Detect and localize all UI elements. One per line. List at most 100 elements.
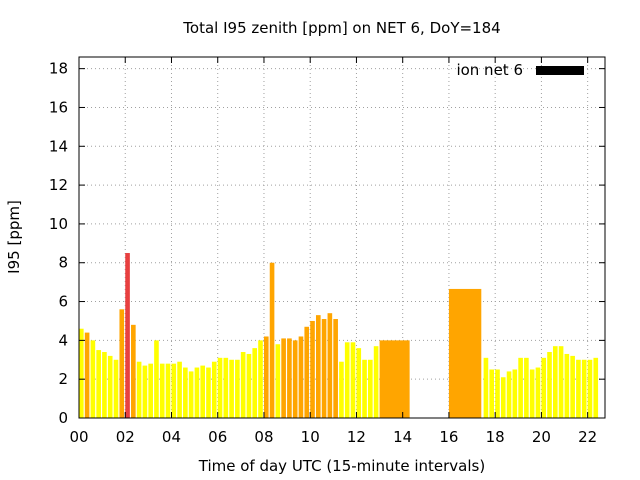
bar-4 bbox=[102, 352, 107, 418]
bar-36 bbox=[287, 338, 292, 418]
bar-30 bbox=[252, 348, 258, 418]
y-tick-label-1: 2 bbox=[58, 370, 68, 388]
bar-49 bbox=[362, 359, 367, 418]
bar-1 bbox=[84, 332, 90, 418]
plot-frame bbox=[78, 56, 606, 419]
bar-53 bbox=[448, 288, 482, 418]
bar-22 bbox=[206, 367, 211, 418]
y-tick-label-8: 16 bbox=[49, 98, 68, 116]
legend-label: ion net 6 bbox=[456, 61, 523, 79]
y-tick-label-5: 10 bbox=[49, 215, 68, 233]
chart-title: Total I95 zenith [ppm] on NET 6, DoY=184 bbox=[182, 19, 500, 37]
bar-11 bbox=[142, 365, 148, 418]
bar-44 bbox=[333, 319, 338, 418]
bar-34 bbox=[275, 344, 281, 418]
bar-56 bbox=[495, 369, 500, 418]
bar-47 bbox=[350, 342, 356, 418]
legend-swatch bbox=[536, 66, 584, 75]
x-tick-label-8: 16 bbox=[439, 428, 458, 446]
bar-20 bbox=[194, 367, 200, 418]
bar-32 bbox=[263, 336, 269, 418]
x-tick-label-11: 22 bbox=[578, 428, 597, 446]
bar-63 bbox=[535, 367, 541, 418]
bar-26 bbox=[229, 359, 234, 418]
bar-21 bbox=[200, 365, 206, 418]
x-tick-label-5: 10 bbox=[301, 428, 320, 446]
bar-5 bbox=[107, 355, 113, 418]
bar-66 bbox=[552, 346, 558, 418]
bar-41 bbox=[315, 315, 321, 418]
bar-40 bbox=[310, 320, 315, 418]
y-tick-label-0: 0 bbox=[58, 409, 68, 427]
bar-59 bbox=[512, 369, 518, 418]
y-tick-label-6: 12 bbox=[49, 176, 68, 194]
bar-70 bbox=[576, 359, 581, 418]
bar-16 bbox=[171, 363, 177, 418]
bar-64 bbox=[541, 357, 547, 418]
x-tick-label-1: 02 bbox=[116, 428, 135, 446]
bar-67 bbox=[558, 346, 564, 418]
bar-39 bbox=[304, 326, 310, 418]
bar-9 bbox=[131, 324, 136, 418]
bar-31 bbox=[258, 340, 263, 418]
x-tick-label-10: 20 bbox=[532, 428, 551, 446]
bar-25 bbox=[223, 357, 229, 418]
bar-18 bbox=[183, 367, 188, 418]
bar-3 bbox=[96, 350, 101, 418]
bar-2 bbox=[90, 340, 96, 418]
x-tick-label-3: 06 bbox=[208, 428, 227, 446]
bar-8 bbox=[125, 253, 130, 418]
bar-57 bbox=[500, 377, 506, 418]
bar-37 bbox=[292, 340, 298, 418]
bar-6 bbox=[113, 359, 119, 418]
bar-61 bbox=[524, 357, 529, 418]
bar-55 bbox=[489, 369, 495, 418]
x-axis-ticks: 00 02 04 06 08 10 12 14 16 18 20 22 bbox=[69, 57, 597, 446]
x-tick-label-7: 14 bbox=[393, 428, 412, 446]
bar-51 bbox=[373, 346, 379, 418]
x-tick-label-4: 08 bbox=[254, 428, 273, 446]
x-tick-label-9: 18 bbox=[486, 428, 505, 446]
bar-14 bbox=[159, 363, 165, 418]
bar-58 bbox=[506, 371, 512, 418]
y-tick-label-4: 8 bbox=[58, 254, 68, 272]
bar-23 bbox=[211, 361, 217, 418]
bar-28 bbox=[240, 352, 246, 418]
bar-73 bbox=[593, 357, 599, 418]
x-axis-label: Time of day UTC (15-minute intervals) bbox=[198, 457, 485, 475]
bar-52 bbox=[379, 340, 410, 418]
bar-15 bbox=[165, 363, 171, 418]
bar-46 bbox=[344, 342, 350, 418]
x-tick-label-0: 00 bbox=[69, 428, 88, 446]
bar-45 bbox=[339, 361, 344, 418]
bar-62 bbox=[529, 369, 535, 418]
bar-7 bbox=[119, 309, 125, 418]
bars bbox=[79, 253, 599, 418]
bar-42 bbox=[321, 319, 327, 418]
bar-71 bbox=[581, 359, 587, 418]
bar-33 bbox=[269, 262, 275, 418]
bar-50 bbox=[368, 359, 373, 418]
bar-19 bbox=[188, 371, 194, 418]
bar-0 bbox=[79, 328, 84, 418]
bar-69 bbox=[570, 355, 575, 418]
bar-38 bbox=[298, 336, 304, 418]
y-axis-ticks: 0 2 4 6 8 10 12 14 16 18 bbox=[49, 60, 605, 427]
x-tick-label-6: 12 bbox=[347, 428, 366, 446]
y-axis-label: I95 [ppm] bbox=[5, 200, 23, 274]
bar-43 bbox=[327, 313, 333, 418]
bar-72 bbox=[587, 359, 593, 418]
bar-12 bbox=[148, 363, 153, 418]
bar-24 bbox=[217, 357, 223, 418]
bar-17 bbox=[177, 361, 182, 418]
bar-68 bbox=[564, 353, 570, 418]
bar-13 bbox=[154, 340, 159, 418]
bar-10 bbox=[136, 361, 142, 418]
y-tick-label-2: 4 bbox=[58, 331, 68, 349]
bar-60 bbox=[518, 357, 523, 418]
y-tick-label-7: 14 bbox=[49, 137, 68, 155]
bar-35 bbox=[281, 338, 286, 418]
bar-48 bbox=[356, 348, 362, 418]
bar-54 bbox=[483, 357, 489, 418]
